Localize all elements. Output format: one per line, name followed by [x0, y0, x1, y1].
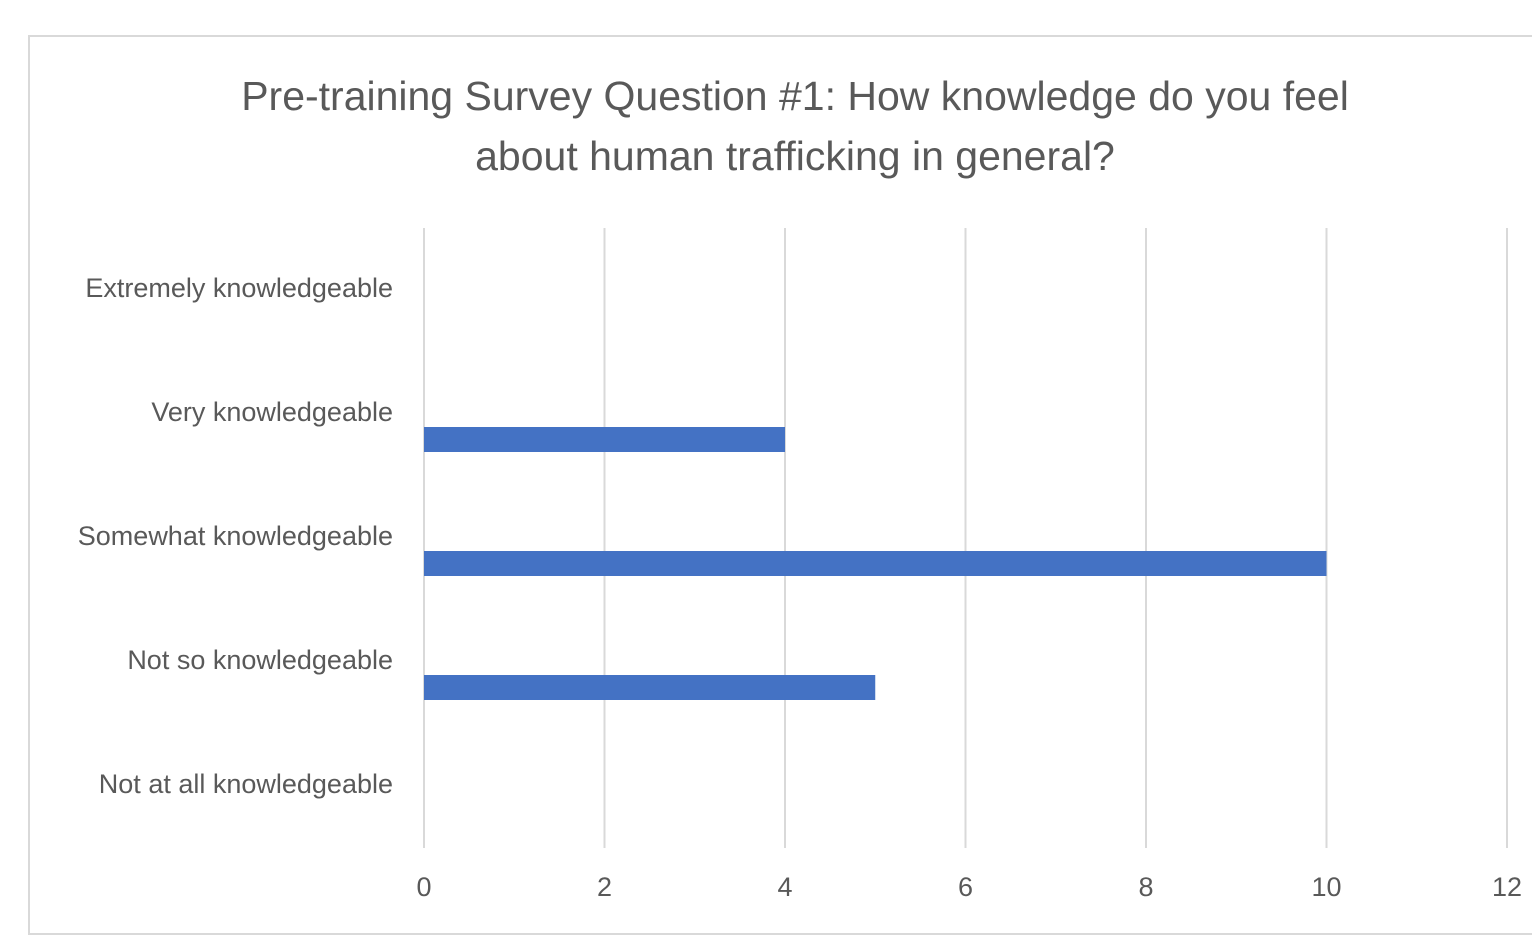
x-tick-label: 8: [1138, 872, 1153, 902]
y-tick-label: Extremely knowledgeable: [85, 273, 393, 303]
x-tick-label: 10: [1311, 872, 1341, 902]
bar: [424, 427, 785, 452]
page: {"chart_data": {"type": "bar", "orientat…: [28, 35, 1532, 935]
x-tick-label: 12: [1492, 872, 1522, 902]
y-tick-label: Somewhat knowledgeable: [78, 521, 393, 551]
chart-title: Pre-training Survey Question #1: How kno…: [241, 73, 1349, 179]
bar: [424, 551, 1327, 576]
x-tick-label: 0: [416, 872, 431, 902]
bar: [424, 675, 876, 700]
x-tick-label: 2: [597, 872, 612, 902]
y-tick-label: Not at all knowledgeable: [99, 769, 393, 799]
y-tick-label: Not so knowledgeable: [127, 645, 393, 675]
x-tick-label: 4: [777, 872, 792, 902]
chart: 0 2 4 6 8 10 12 Extremely knowledgeable Very kno…: [78, 228, 1522, 902]
y-tick-label: Very knowledgeable: [151, 397, 393, 427]
x-tick-label: 6: [958, 872, 973, 902]
